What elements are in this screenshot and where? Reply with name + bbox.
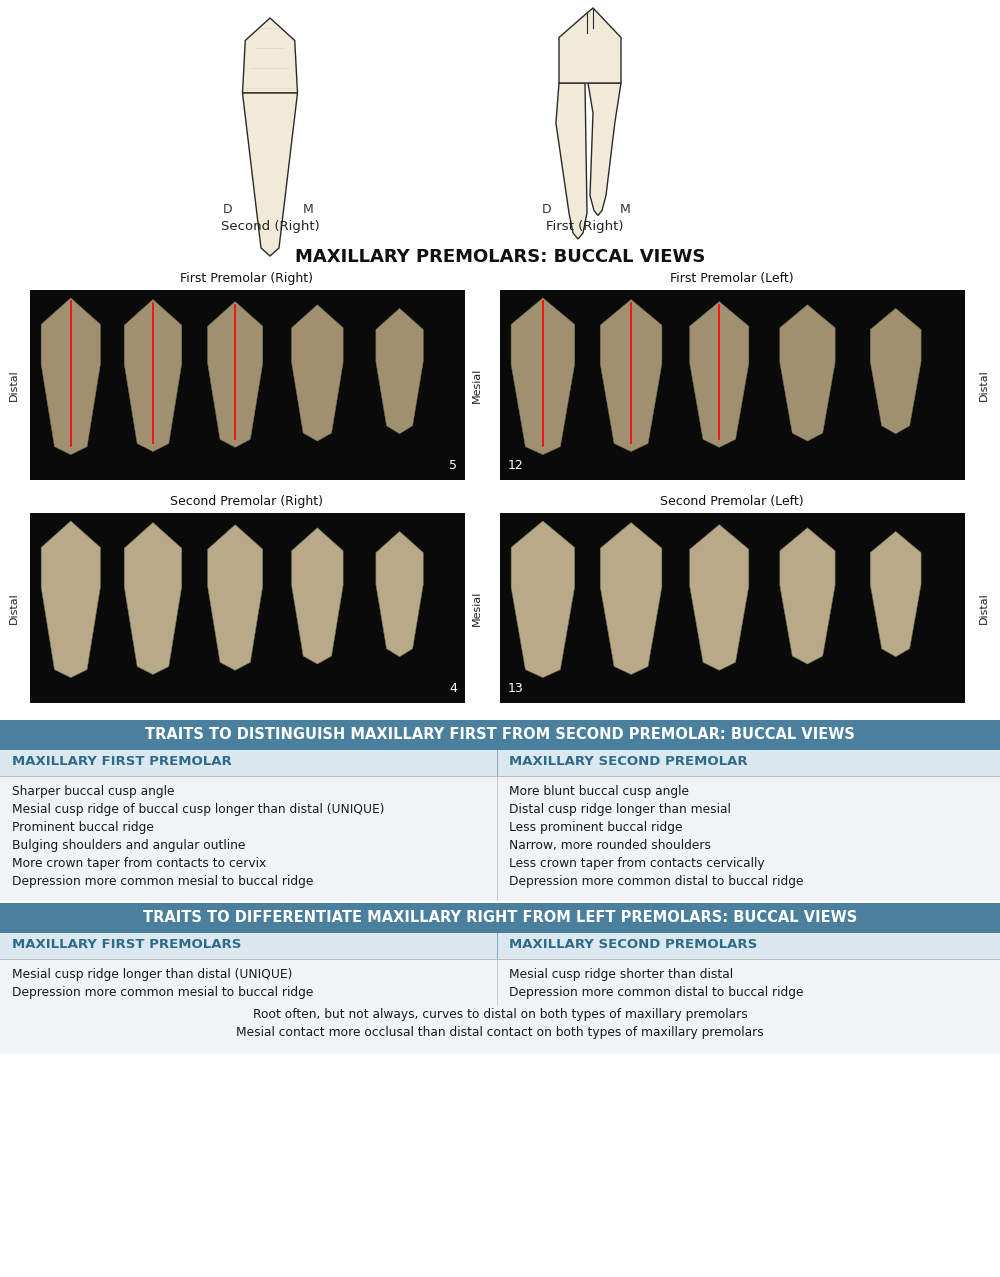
Text: First Premolar (Left): First Premolar (Left) (670, 272, 794, 285)
Polygon shape (780, 527, 835, 664)
Bar (497, 750, 498, 776)
Text: Mesial cusp ridge shorter than distal: Mesial cusp ridge shorter than distal (509, 968, 733, 981)
Bar (0, 960, 1000, 1054)
Polygon shape (376, 309, 423, 434)
Text: Mesial contact more occlusal than distal contact on both types of maxillary prem: Mesial contact more occlusal than distal… (236, 1025, 764, 1039)
Text: First (Right): First (Right) (546, 220, 624, 232)
Text: M: M (303, 203, 313, 216)
Text: M: M (620, 203, 630, 216)
Text: Less crown taper from contacts cervically: Less crown taper from contacts cervicall… (509, 857, 765, 870)
Bar (0, 750, 1000, 776)
Bar (30, 513, 465, 704)
Text: Mesial cusp ridge longer than distal (UNIQUE): Mesial cusp ridge longer than distal (UN… (12, 968, 292, 981)
Bar (500, 290, 965, 480)
Text: D: D (223, 203, 233, 216)
Polygon shape (870, 309, 921, 434)
Bar (0, 903, 1000, 933)
Polygon shape (600, 300, 662, 452)
Polygon shape (690, 301, 749, 447)
Text: First Premolar (Right): First Premolar (Right) (180, 272, 314, 285)
Polygon shape (588, 83, 621, 216)
Polygon shape (41, 521, 100, 678)
Bar (497, 933, 498, 959)
Polygon shape (600, 522, 662, 674)
Text: Depression more common distal to buccal ridge: Depression more common distal to buccal … (509, 875, 804, 888)
Polygon shape (208, 525, 263, 670)
Text: MAXILLARY SECOND PREMOLAR: MAXILLARY SECOND PREMOLAR (509, 755, 748, 767)
Text: Depression more common mesial to buccal ridge: Depression more common mesial to buccal … (12, 986, 313, 999)
Text: Bulging shoulders and angular outline: Bulging shoulders and angular outline (12, 839, 245, 852)
Polygon shape (41, 298, 100, 455)
Text: Distal cusp ridge longer than mesial: Distal cusp ridge longer than mesial (509, 803, 731, 816)
Text: More blunt buccal cusp angle: More blunt buccal cusp angle (509, 785, 689, 798)
Text: Distal: Distal (979, 593, 989, 624)
Text: Depression more common mesial to buccal ridge: Depression more common mesial to buccal … (12, 875, 313, 888)
Polygon shape (124, 522, 182, 674)
Text: 4: 4 (449, 682, 457, 695)
Bar (497, 776, 498, 902)
Text: Second Premolar (Right): Second Premolar (Right) (170, 495, 324, 508)
Polygon shape (242, 93, 298, 255)
Text: Distal: Distal (9, 369, 19, 401)
Text: Less prominent buccal ridge: Less prominent buccal ridge (509, 821, 682, 834)
Text: 13: 13 (508, 682, 524, 695)
Polygon shape (292, 527, 343, 664)
Bar (500, 513, 965, 704)
Text: Narrow, more rounded shoulders: Narrow, more rounded shoulders (509, 839, 711, 852)
Text: Mesial cusp ridge of buccal cusp longer than distal (UNIQUE): Mesial cusp ridge of buccal cusp longer … (12, 803, 384, 816)
Polygon shape (376, 531, 423, 656)
Text: 5: 5 (449, 458, 457, 472)
Polygon shape (690, 525, 749, 670)
Text: TRAITS TO DIFFERENTIATE MAXILLARY RIGHT FROM LEFT PREMOLARS: BUCCAL VIEWS: TRAITS TO DIFFERENTIATE MAXILLARY RIGHT … (143, 911, 857, 925)
Polygon shape (292, 305, 343, 441)
Polygon shape (511, 521, 575, 678)
Polygon shape (242, 18, 298, 93)
Polygon shape (124, 300, 182, 452)
Text: D: D (542, 203, 552, 216)
Bar (0, 933, 1000, 959)
Text: TRAITS TO DISTINGUISH MAXILLARY FIRST FROM SECOND PREMOLAR: BUCCAL VIEWS: TRAITS TO DISTINGUISH MAXILLARY FIRST FR… (145, 727, 855, 742)
Text: Mesial: Mesial (472, 368, 482, 402)
Text: MAXILLARY FIRST PREMOLARS: MAXILLARY FIRST PREMOLARS (12, 939, 241, 951)
Text: MAXILLARY SECOND PREMOLARS: MAXILLARY SECOND PREMOLARS (509, 939, 757, 951)
Polygon shape (780, 305, 835, 441)
Polygon shape (511, 298, 575, 455)
Text: MAXILLARY FIRST PREMOLAR: MAXILLARY FIRST PREMOLAR (12, 755, 232, 767)
Text: Sharper buccal cusp angle: Sharper buccal cusp angle (12, 785, 175, 798)
Text: More crown taper from contacts to cervix: More crown taper from contacts to cervix (12, 857, 266, 870)
Text: Mesial: Mesial (472, 590, 482, 626)
Text: Second Premolar (Left): Second Premolar (Left) (660, 495, 804, 508)
Text: MAXILLARY PREMOLARS: BUCCAL VIEWS: MAXILLARY PREMOLARS: BUCCAL VIEWS (295, 248, 705, 266)
Polygon shape (559, 8, 621, 83)
Bar (0, 776, 1000, 902)
Polygon shape (208, 301, 263, 447)
Polygon shape (556, 83, 587, 239)
Bar (497, 960, 498, 1006)
Text: Second (Right): Second (Right) (221, 220, 319, 232)
Text: Root often, but not always, curves to distal on both types of maxillary premolar: Root often, but not always, curves to di… (253, 1008, 747, 1022)
Text: Prominent buccal ridge: Prominent buccal ridge (12, 821, 154, 834)
Text: 12: 12 (508, 458, 524, 472)
Bar (0, 720, 1000, 750)
Bar (30, 290, 465, 480)
Text: Distal: Distal (9, 593, 19, 624)
Text: Depression more common distal to buccal ridge: Depression more common distal to buccal … (509, 986, 804, 999)
Text: Distal: Distal (979, 369, 989, 401)
Polygon shape (870, 531, 921, 656)
